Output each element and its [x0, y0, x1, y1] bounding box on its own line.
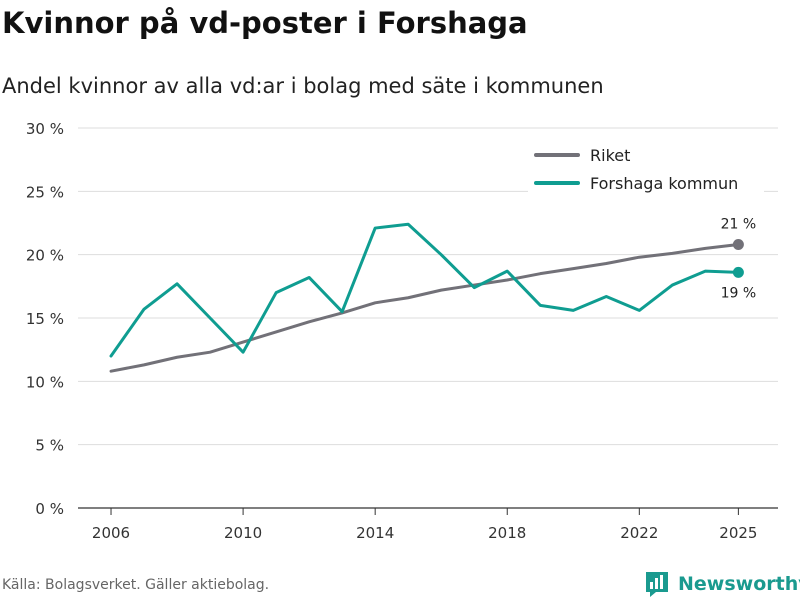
chart-title: Kvinnor på vd-poster i Forshaga [2, 6, 528, 40]
x-tick-label: 2022 [620, 524, 658, 542]
x-tick-label: 2006 [92, 524, 130, 542]
y-tick-label: 0 % [35, 500, 64, 518]
brand-name: Newsworthy [678, 573, 800, 595]
x-tick-label: 2014 [356, 524, 394, 542]
chart-subtitle: Andel kvinnor av alla vd:ar i bolag med … [2, 74, 604, 98]
legend-label: Forshaga kommun [590, 174, 738, 193]
series-end-point-forshaga [732, 266, 744, 278]
series-end-label-riket: 21 % [721, 217, 757, 233]
x-tick-label: 2025 [719, 524, 757, 542]
y-tick-label: 25 % [26, 183, 64, 201]
series-line-riket [109, 243, 740, 373]
y-tick-label: 30 % [26, 120, 64, 138]
series-end-point-riket [732, 239, 744, 251]
y-tick-label: 20 % [26, 247, 64, 265]
source-note: Källa: Bolagsverket. Gäller aktiebolag. [2, 577, 270, 593]
y-tick-label: 10 % [26, 373, 64, 391]
series-end-label-forshaga: 19 % [721, 285, 757, 301]
newsworthy-logo: Newsworthy [644, 570, 800, 598]
legend-background [528, 138, 764, 200]
legend-label: Riket [590, 146, 630, 165]
y-tick-label: 5 % [35, 437, 64, 455]
x-tick-label: 2010 [224, 524, 262, 542]
y-tick-label: 15 % [26, 310, 64, 328]
x-tick-label: 2018 [488, 524, 526, 542]
series-line-forshaga [109, 222, 740, 358]
newsworthy-logo-icon [646, 572, 668, 597]
